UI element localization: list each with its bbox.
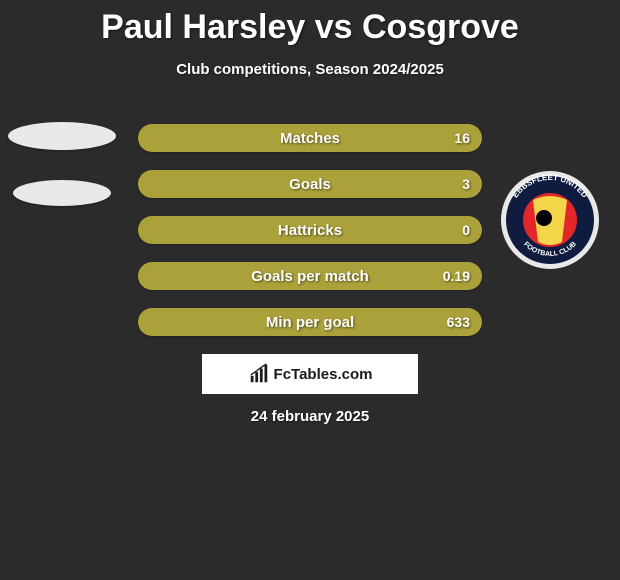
stat-bar-label: Hattricks (278, 222, 342, 239)
stat-bar: Goals 3 (138, 170, 482, 198)
stat-bar-label: Matches (280, 130, 340, 147)
brand-text: FcTables.com (274, 366, 373, 383)
stat-bar-value: 0 (462, 222, 470, 238)
subtitle: Club competitions, Season 2024/2025 (0, 61, 620, 78)
stat-bar: Matches 16 (138, 124, 482, 152)
club-badge: EBBSFLEET UNITED FOOTBALL CLUB (500, 170, 600, 270)
left-player-placeholder (8, 122, 116, 206)
stat-bar-label: Min per goal (266, 314, 354, 331)
stat-bar: Goals per match 0.19 (138, 262, 482, 290)
stat-bar-value: 633 (447, 314, 470, 330)
stat-bar-label: Goals (289, 176, 331, 193)
ellipse-shape (13, 180, 111, 206)
ellipse-shape (8, 122, 116, 150)
stat-bar-value: 0.19 (443, 268, 470, 284)
stat-bar-value: 3 (462, 176, 470, 192)
page-title: Paul Harsley vs Cosgrove (0, 0, 620, 47)
stat-bar-label: Goals per match (251, 268, 369, 285)
chart-icon (248, 363, 270, 385)
date-text: 24 february 2025 (0, 408, 620, 425)
stat-bars: Matches 16 Goals 3 Hattricks 0 Goals per… (138, 124, 482, 336)
brand-box: FcTables.com (202, 354, 418, 394)
stat-bar: Hattricks 0 (138, 216, 482, 244)
stat-bar: Min per goal 633 (138, 308, 482, 336)
stat-bar-value: 16 (454, 130, 470, 146)
